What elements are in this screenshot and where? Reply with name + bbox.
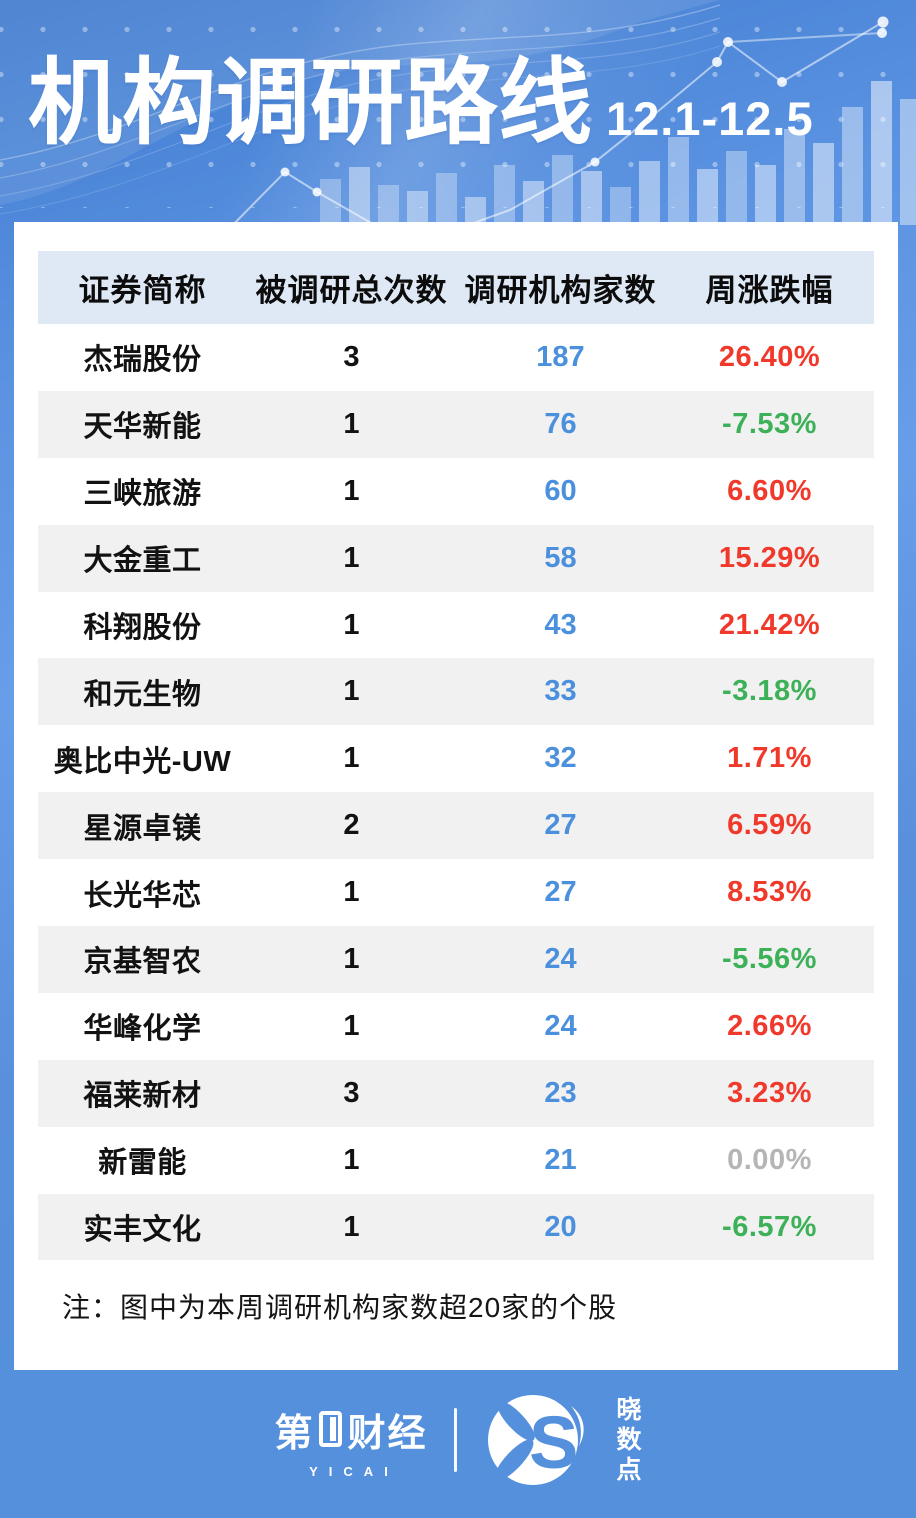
- survey-times: 1: [343, 407, 360, 440]
- survey-times: 3: [343, 340, 360, 373]
- survey-times: 1: [343, 608, 360, 641]
- yicai-logo: 第财经 YICAI: [274, 1402, 427, 1479]
- survey-times: 1: [343, 1009, 360, 1042]
- institution-count: 27: [544, 876, 577, 909]
- table-row: 奥比中光-UW 1 32 1.71%: [38, 725, 874, 793]
- stock-name: 三峡旅游: [83, 478, 202, 511]
- column-header-stock: 证券简称: [78, 273, 207, 308]
- institution-count: 33: [544, 675, 577, 708]
- yicai-latin-text: YICAI: [309, 1463, 399, 1479]
- table-row: 星源卓镁 2 27 6.59%: [38, 792, 874, 860]
- institution-count: 76: [544, 407, 577, 440]
- weekly-change: 8.53%: [727, 876, 812, 909]
- institution-count: 27: [544, 809, 577, 842]
- yicai-one-glyph-icon: [319, 1411, 343, 1447]
- table-row: 科翔股份 1 43 21.42%: [38, 591, 874, 659]
- stock-name: 福莱新材: [83, 1080, 202, 1113]
- table-row: 长光华芯 1 27 8.53%: [38, 859, 874, 927]
- weekly-change: -3.18%: [722, 675, 817, 708]
- column-header-change: 周涨跌幅: [705, 273, 834, 308]
- yicai-brand-text: 第财经: [274, 1402, 427, 1457]
- stock-name: 天华新能: [83, 411, 202, 444]
- stock-name: 新雷能: [98, 1147, 187, 1180]
- column-header-institutions: 调研机构家数: [464, 273, 657, 308]
- stock-name: 和元生物: [83, 678, 202, 711]
- logo-letter-s: S: [529, 1401, 578, 1484]
- page-title: 机构调研路线: [28, 50, 593, 155]
- weekly-change: 0.00%: [727, 1143, 812, 1176]
- weekly-change: 26.40%: [718, 340, 821, 373]
- table-row: 三峡旅游 1 60 6.60%: [38, 457, 874, 525]
- weekly-change: -5.56%: [722, 942, 817, 975]
- data-card: 证券简称 被调研总次数 调研机构家数 周涨跌幅 杰瑞股份 3 187 26.40…: [14, 222, 898, 1370]
- table-row: 天华新能 1 76 -7.53%: [38, 390, 874, 458]
- logo-char: 数: [616, 1426, 642, 1454]
- stock-name: 星源卓镁: [83, 812, 202, 845]
- stock-name: 长光华芯: [83, 879, 202, 912]
- table-body: 杰瑞股份 3 187 26.40% 天华新能 1 76 -7.53% 三峡旅游 …: [38, 324, 874, 1261]
- table-row: 杰瑞股份 3 187 26.40%: [38, 324, 874, 391]
- weekly-change: 6.60%: [727, 474, 812, 507]
- brand-char-first: 第: [274, 1412, 315, 1455]
- weekly-change: 21.42%: [718, 608, 821, 641]
- stock-name: 大金重工: [83, 545, 202, 578]
- xiaoshudian-text: 晓 数 点: [617, 1395, 642, 1485]
- stock-name: 科翔股份: [83, 612, 202, 644]
- stock-name: 杰瑞股份: [83, 344, 202, 377]
- weekly-change: -6.57%: [722, 1210, 817, 1243]
- stock-name: 华峰化学: [83, 1013, 202, 1046]
- institution-count: 23: [544, 1076, 577, 1109]
- column-header-times: 被调研总次数: [255, 273, 448, 308]
- institution-count: 24: [544, 1009, 577, 1042]
- survey-times: 1: [343, 541, 360, 574]
- institution-count: 60: [544, 474, 577, 507]
- weekly-change: -7.53%: [722, 407, 817, 440]
- table-row: 华峰化学 1 24 2.66%: [38, 992, 874, 1060]
- stock-name: 奥比中光-UW: [53, 745, 232, 778]
- stock-name: 实丰文化: [83, 1214, 202, 1247]
- brand-char-rest: 财经: [347, 1412, 428, 1455]
- table-row: 大金重工 1 58 15.29%: [38, 524, 874, 592]
- logo-char: 晓: [616, 1396, 642, 1424]
- institution-count: 24: [544, 942, 577, 975]
- survey-times: 3: [343, 1076, 360, 1109]
- institution-count: 20: [544, 1210, 577, 1243]
- institution-count: 32: [544, 742, 577, 775]
- weekly-change: 15.29%: [718, 541, 821, 574]
- stock-name: 京基智农: [83, 946, 202, 979]
- table-header-row: 证券简称 被调研总次数 调研机构家数 周涨跌幅: [38, 251, 874, 324]
- xiaoshudian-logo-icon: S: [487, 1395, 584, 1485]
- table-row: 新雷能 1 21 0.00%: [38, 1126, 874, 1194]
- weekly-change: 3.23%: [727, 1076, 812, 1109]
- institution-count: 43: [544, 608, 577, 641]
- table-row: 京基智农 1 24 -5.56%: [38, 926, 874, 993]
- weekly-change: 2.66%: [727, 1009, 812, 1042]
- institution-count: 58: [544, 541, 577, 574]
- weekly-change: 6.59%: [727, 809, 812, 842]
- institution-count: 187: [536, 340, 585, 373]
- survey-times: 1: [343, 742, 360, 775]
- survey-times: 1: [343, 1210, 360, 1243]
- weekly-change: 1.71%: [727, 742, 812, 775]
- survey-times: 1: [343, 942, 360, 975]
- footer-divider: [453, 1408, 457, 1472]
- logo-char: 点: [616, 1456, 642, 1484]
- date-range: 12.1-12.5: [606, 91, 814, 145]
- table-row: 实丰文化 1 20 -6.57%: [38, 1193, 874, 1261]
- table-row: 和元生物 1 33 -3.18%: [38, 658, 874, 726]
- survey-times: 1: [343, 1143, 360, 1176]
- survey-times: 1: [343, 675, 360, 708]
- survey-times: 1: [343, 474, 360, 507]
- footer: 第财经 YICAI S 晓 数 点: [0, 1388, 916, 1492]
- survey-times: 1: [343, 876, 360, 909]
- institution-count: 21: [544, 1143, 577, 1176]
- header: 机构调研路线 12.1-12.5: [28, 52, 814, 154]
- footnote: 注：图中为本周调研机构家数超20家的个股: [62, 1292, 618, 1323]
- survey-times: 2: [343, 809, 360, 842]
- table-row: 福莱新材 3 23 3.23%: [38, 1059, 874, 1127]
